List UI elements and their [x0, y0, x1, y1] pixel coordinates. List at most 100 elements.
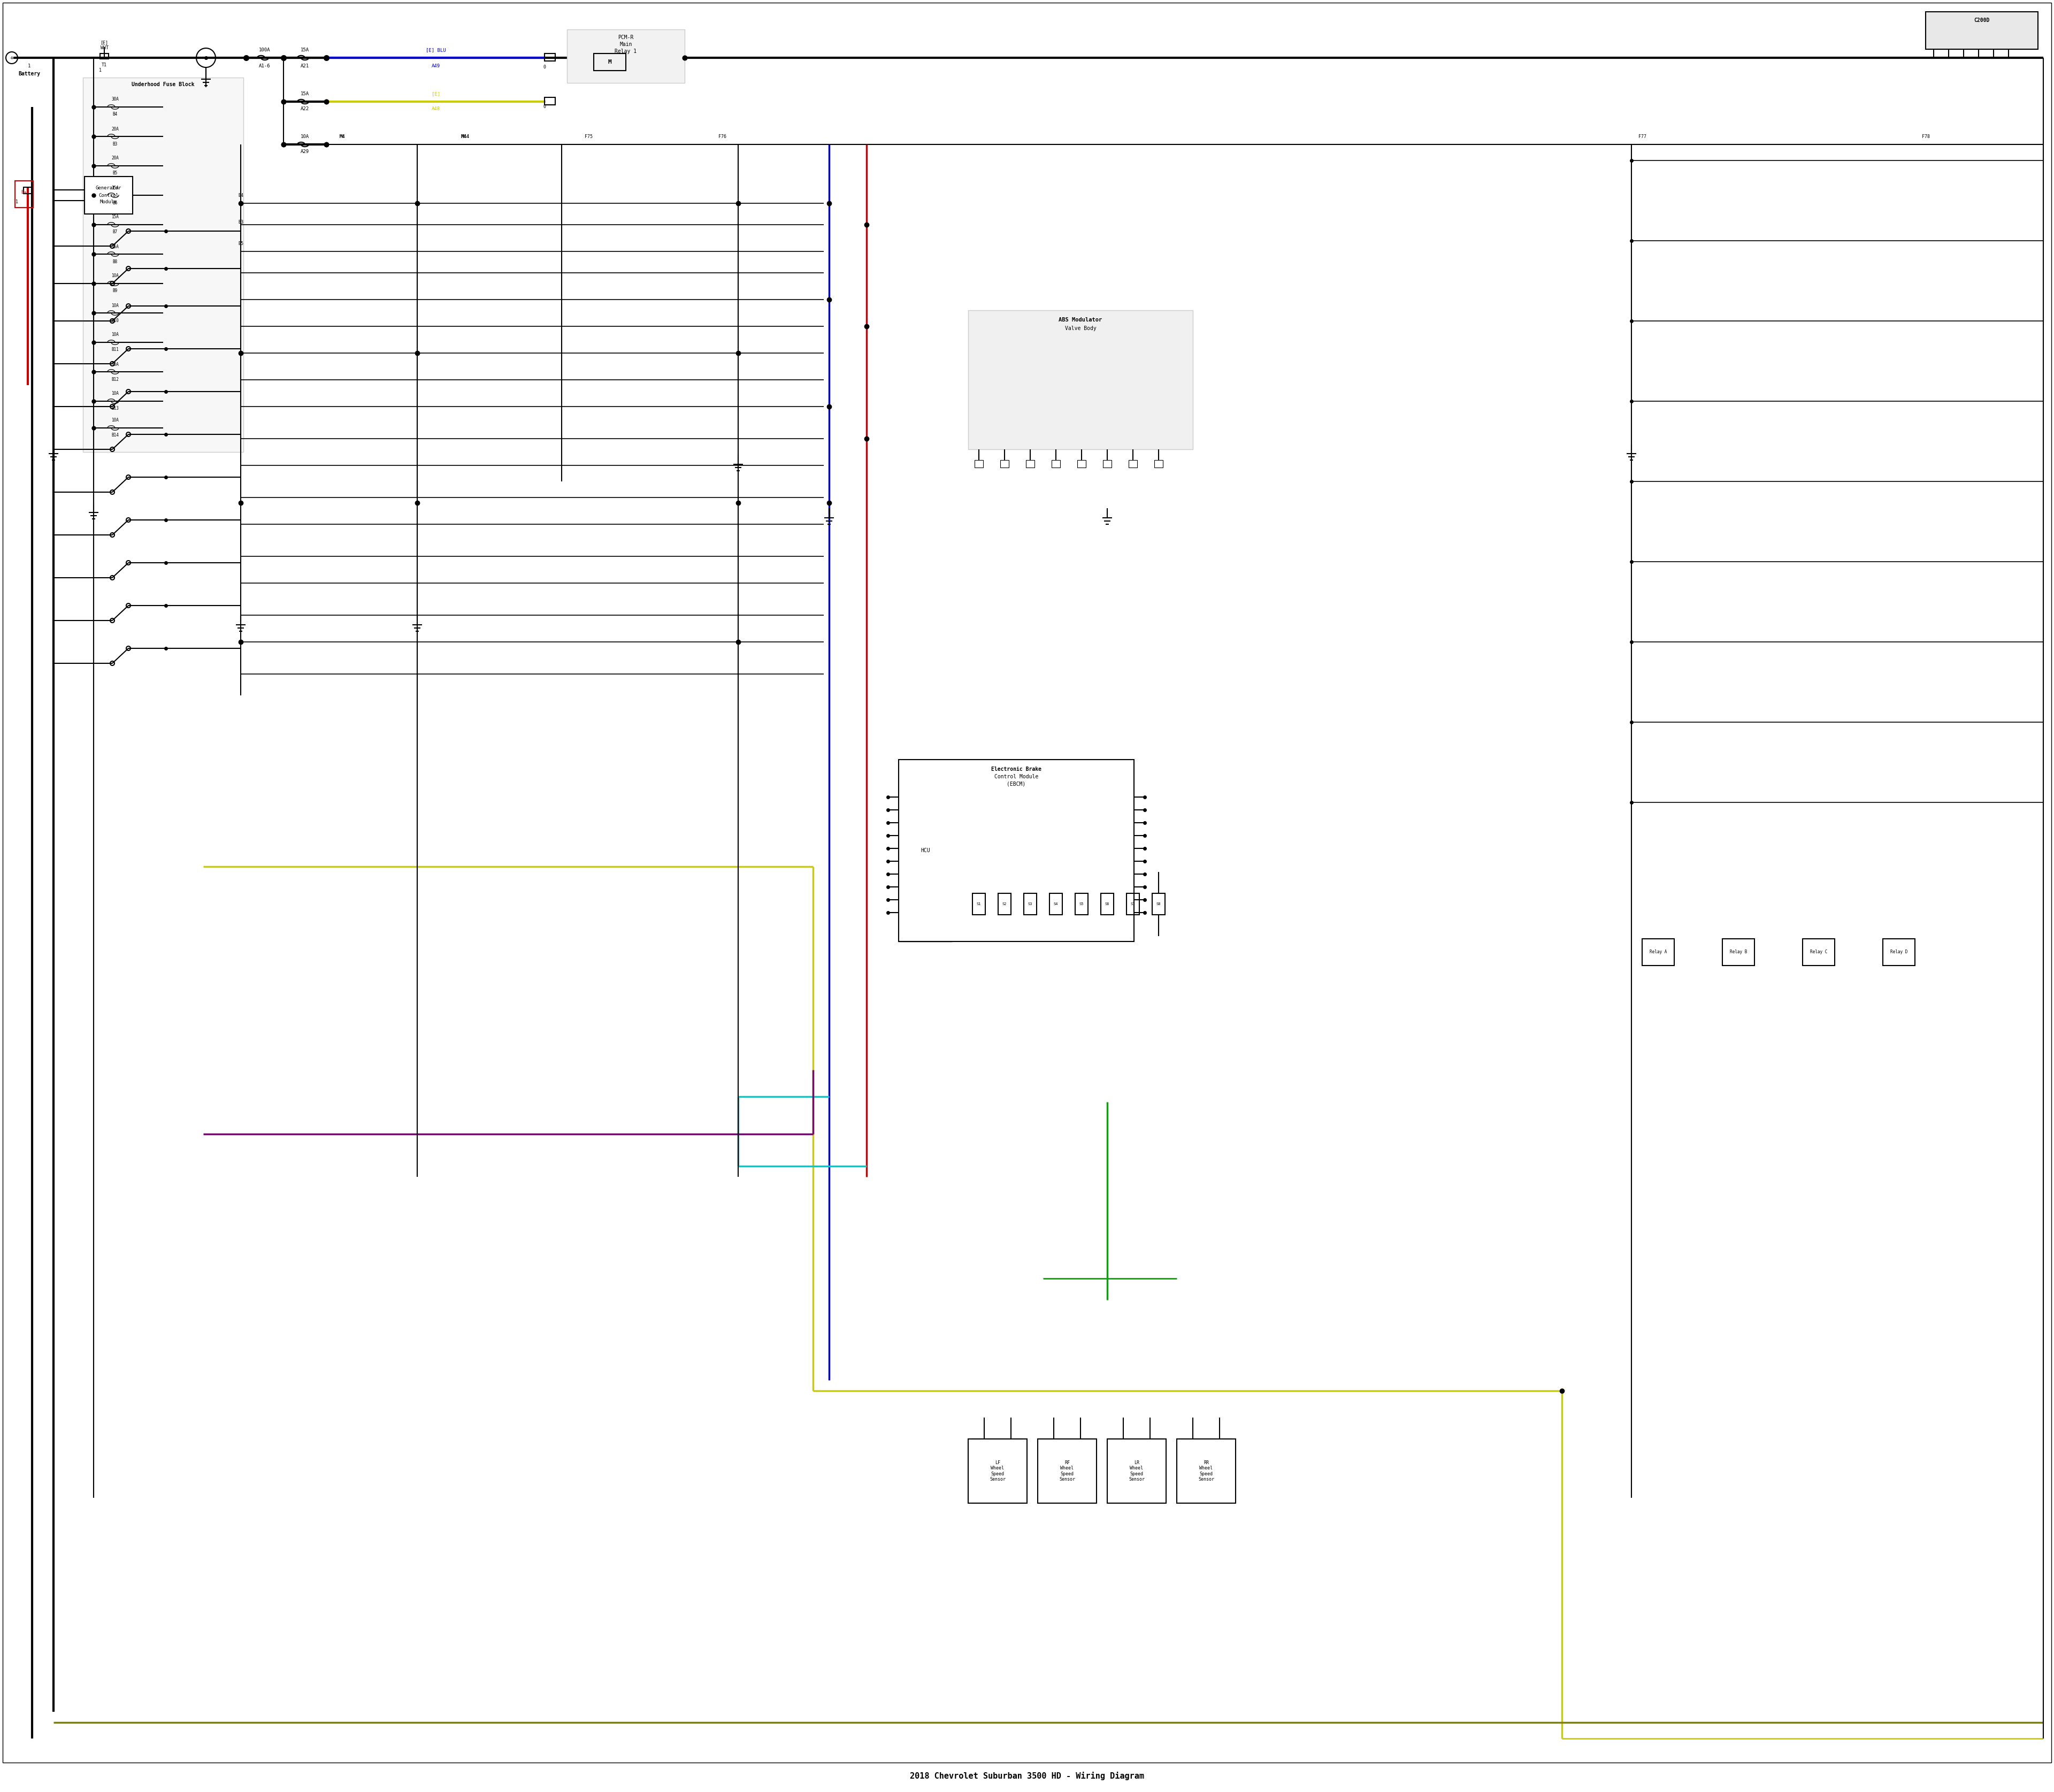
Text: 15A: 15A [111, 185, 119, 190]
Text: ABS Modulator: ABS Modulator [1058, 317, 1103, 323]
Text: B9: B9 [113, 289, 117, 294]
Text: A48: A48 [431, 108, 440, 111]
Text: LF
Wheel
Speed
Sensor: LF Wheel Speed Sensor [990, 1460, 1006, 1482]
Text: 10A: 10A [111, 362, 119, 367]
Text: M4: M4 [339, 134, 345, 140]
Text: RF
Wheel
Speed
Sensor: RF Wheel Speed Sensor [1060, 1460, 1074, 1482]
Text: 15A: 15A [111, 215, 119, 220]
Text: 15A: 15A [300, 91, 310, 97]
Text: B6: B6 [113, 201, 117, 204]
Text: 10A: 10A [111, 303, 119, 308]
Text: A1-6: A1-6 [259, 65, 271, 68]
Text: F76: F76 [719, 134, 727, 140]
Bar [972, 894, 986, 914]
Text: A49: A49 [431, 65, 440, 68]
Text: S7: S7 [1130, 903, 1136, 905]
Bar [1927, 13, 2038, 48]
Bar [1803, 939, 1834, 966]
Text: Relay 1: Relay 1 [614, 48, 637, 54]
Bar [967, 310, 1193, 450]
Text: LR
Wheel
Speed
Sensor: LR Wheel Speed Sensor [1128, 1460, 1144, 1482]
Bar [1074, 894, 1089, 914]
Text: Battery: Battery [18, 72, 41, 77]
Bar [967, 1439, 1027, 1503]
Bar [1103, 461, 1111, 468]
Text: B4: B4 [238, 194, 242, 197]
Text: B11: B11 [111, 348, 119, 353]
Text: Valve Body: Valve Body [1064, 326, 1097, 332]
Text: B5: B5 [113, 170, 117, 176]
Text: M: M [608, 59, 612, 65]
Bar [594, 54, 626, 70]
Text: WHT: WHT [101, 47, 109, 50]
Text: M44: M44 [462, 134, 470, 140]
Text: B8: B8 [113, 260, 117, 263]
Bar [998, 894, 1011, 914]
Text: B3: B3 [113, 142, 117, 147]
Text: A21: A21 [300, 65, 310, 68]
Text: B+: B+ [21, 190, 27, 195]
Bar [974, 461, 984, 468]
Bar [1037, 1439, 1097, 1503]
Text: Main: Main [620, 41, 633, 47]
Bar [1025, 461, 1035, 468]
Text: B12: B12 [111, 376, 119, 382]
Text: HCU: HCU [920, 848, 930, 853]
Bar [14, 181, 33, 208]
Text: 15A: 15A [111, 244, 119, 249]
Text: 10A: 10A [111, 391, 119, 396]
Text: 1: 1 [16, 199, 18, 204]
Text: T1: T1 [101, 63, 107, 68]
Text: PCM-R: PCM-R [618, 34, 635, 39]
Text: RR
Wheel
Speed
Sensor: RR Wheel Speed Sensor [1197, 1460, 1214, 1482]
Bar [1152, 894, 1165, 914]
Bar [1107, 1439, 1167, 1503]
Text: [E]: [E] [431, 91, 440, 97]
Text: Relay C: Relay C [1810, 950, 1828, 955]
Text: [E]: [E] [101, 41, 109, 45]
Bar [1050, 894, 1062, 914]
Bar [900, 760, 1134, 941]
Bar [1154, 461, 1163, 468]
Text: +: + [10, 56, 14, 61]
Text: 10A: 10A [111, 418, 119, 423]
Text: Control Module: Control Module [994, 774, 1039, 780]
Text: 10A: 10A [300, 134, 310, 140]
Bar [101, 54, 109, 59]
Bar [567, 29, 684, 82]
Bar [1126, 894, 1140, 914]
Bar [1000, 461, 1009, 468]
Bar [900, 760, 953, 941]
Text: 30A: 30A [111, 97, 119, 102]
Text: S3: S3 [1027, 903, 1033, 905]
Text: 0: 0 [542, 104, 546, 109]
Text: 1: 1 [99, 68, 103, 73]
Text: 20A: 20A [111, 127, 119, 131]
Text: 15A: 15A [300, 48, 310, 52]
Text: 1: 1 [29, 65, 31, 68]
Text: C200D: C200D [1974, 18, 1990, 23]
Text: A22: A22 [300, 108, 310, 111]
Text: F78: F78 [1923, 134, 1929, 140]
Bar [1052, 461, 1060, 468]
Bar [84, 177, 134, 213]
Text: (EBCM): (EBCM) [1006, 781, 1025, 787]
Bar [1641, 939, 1674, 966]
Bar [1177, 1439, 1237, 1503]
Bar [544, 97, 555, 106]
Text: 0: 0 [542, 65, 546, 70]
Bar [82, 77, 242, 452]
Bar [1101, 894, 1113, 914]
Bar [1723, 939, 1754, 966]
Bar [544, 54, 555, 61]
Text: B14: B14 [111, 434, 119, 437]
Text: B13: B13 [111, 407, 119, 410]
Text: Control: Control [99, 194, 119, 197]
Text: F77: F77 [1639, 134, 1645, 140]
Text: S8: S8 [1156, 903, 1161, 905]
Text: B10: B10 [111, 317, 119, 323]
Text: Relay D: Relay D [1890, 950, 1908, 955]
Text: S1: S1 [976, 903, 982, 905]
Text: Relay B: Relay B [1729, 950, 1748, 955]
Text: 10A: 10A [111, 274, 119, 278]
